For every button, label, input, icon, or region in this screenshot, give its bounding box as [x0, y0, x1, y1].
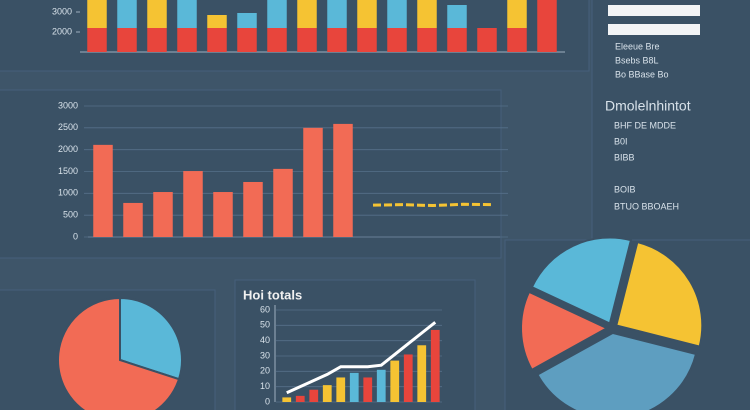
y-tick-label: 1500 — [58, 166, 78, 176]
input-box[interactable] — [608, 24, 700, 35]
bar-segment — [87, 28, 107, 52]
bar-segment — [507, 0, 527, 28]
panel-title: Dmolelnhintot — [605, 98, 691, 114]
bar — [309, 389, 319, 402]
bar — [295, 395, 305, 402]
line — [372, 202, 494, 208]
sidebar-item: Bo BBase Bo — [615, 69, 669, 79]
legend-item: BTUO BBOAEH — [614, 201, 679, 211]
bar-segment — [117, 28, 137, 52]
bar-segment — [237, 13, 257, 28]
pie-slice — [119, 296, 183, 381]
legend-item: BIBB — [614, 152, 635, 162]
bar-segment — [387, 28, 407, 52]
legend-item: BOIB — [614, 184, 636, 194]
pie-slice — [530, 236, 633, 325]
bar-segment — [147, 0, 167, 28]
y-tick-label: 10 — [260, 381, 270, 391]
bar-segment — [387, 0, 407, 28]
bar-segment — [357, 0, 377, 28]
bar-segment — [207, 28, 227, 52]
y-tick-label: 500 — [63, 210, 78, 220]
bar-segment — [237, 28, 257, 52]
bar — [376, 369, 386, 402]
input-box[interactable] — [608, 5, 700, 16]
y-tick-label: 20 — [260, 366, 270, 376]
bar — [403, 354, 413, 402]
bar-segment — [267, 0, 287, 28]
sidebar-item: Eleeue Bre — [615, 41, 660, 51]
bar-segment — [327, 0, 347, 28]
bar-segment — [417, 28, 437, 52]
bar-segment — [147, 28, 167, 52]
sidebar-item: Bsebs B8L — [615, 55, 659, 65]
bar — [273, 168, 293, 237]
bar — [183, 171, 203, 237]
y-tick-label: 30 — [260, 350, 270, 360]
y-tick-label: 2500 — [58, 122, 78, 132]
bar — [363, 377, 373, 402]
bar-segment — [447, 28, 467, 52]
bar — [93, 144, 113, 237]
y-tick-label: 40 — [260, 335, 270, 345]
bar-segment — [447, 5, 467, 28]
legend-item: B0I — [614, 136, 628, 146]
bar — [213, 192, 233, 237]
bar-segment — [417, 0, 437, 28]
y-tick-label: 0 — [73, 231, 78, 241]
bar-segment — [477, 28, 497, 52]
y-tick-label: 3000 — [58, 100, 78, 110]
bar-segment — [177, 0, 197, 28]
bar-segment — [297, 28, 317, 52]
bar — [333, 123, 353, 237]
pie-slice — [615, 240, 704, 348]
bar-segment — [357, 28, 377, 52]
bar-segment — [267, 28, 287, 52]
bar — [123, 202, 143, 237]
chart-title: Hoi totals — [243, 287, 302, 302]
bar — [336, 377, 346, 402]
bar — [243, 181, 263, 237]
y-tick-label: 2000 — [58, 144, 78, 154]
bar — [303, 127, 323, 237]
line — [286, 321, 437, 395]
bar — [282, 397, 292, 402]
bar-segment — [327, 28, 347, 52]
y-tick-label: 1000 — [58, 188, 78, 198]
bar — [417, 345, 427, 402]
bar-segment — [207, 15, 227, 28]
bar-segment — [537, 0, 557, 52]
bar-segment — [177, 28, 197, 52]
y-tick-label: 2000 — [52, 26, 72, 36]
bar-segment — [507, 28, 527, 52]
pie-slice — [536, 331, 698, 410]
bar-segment — [117, 0, 137, 28]
bar-segment — [87, 0, 107, 28]
pie-slice — [57, 296, 181, 410]
bar-segment — [297, 0, 317, 28]
bar — [390, 360, 400, 402]
bar — [430, 329, 440, 402]
legend-item: BHF DE MDDE — [614, 120, 676, 130]
bar — [349, 372, 359, 402]
bar — [153, 192, 173, 237]
y-tick-label: 50 — [260, 320, 270, 330]
bar — [322, 385, 332, 402]
y-tick-label: 0 — [265, 396, 270, 406]
y-tick-label: 3000 — [52, 6, 72, 16]
y-tick-label: 60 — [260, 304, 270, 314]
pie-slice — [520, 290, 610, 372]
